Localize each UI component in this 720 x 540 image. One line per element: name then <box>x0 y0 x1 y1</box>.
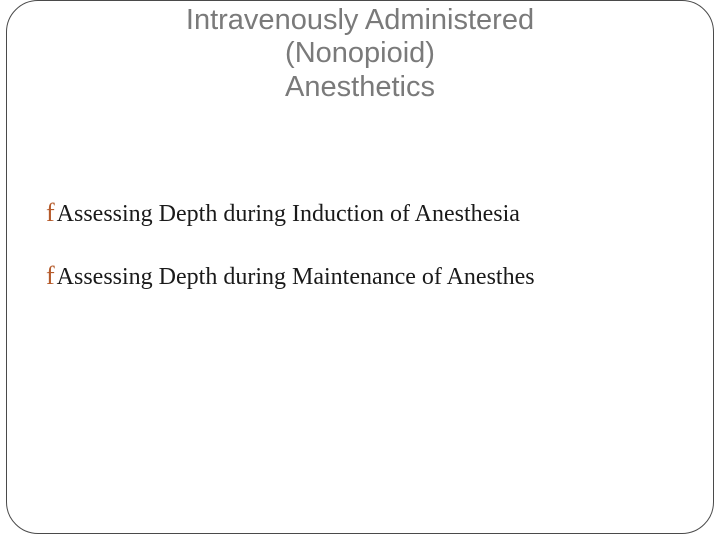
bullet-glyph-icon: f <box>46 263 55 289</box>
title-line-2: (Nonopioid) <box>0 37 720 70</box>
bullet-glyph-icon: f <box>46 200 55 226</box>
title-line-1: Intravenously Administered <box>0 4 720 37</box>
list-item: f Assessing Depth during Induction of An… <box>46 200 686 229</box>
title-line-3: Anesthetics <box>0 71 720 104</box>
list-item: f Assessing Depth during Maintenance of … <box>46 263 686 292</box>
bullet-list: f Assessing Depth during Induction of An… <box>46 200 686 325</box>
slide-title: Intravenously Administered (Nonopioid) A… <box>0 4 720 104</box>
bullet-text: Assessing Depth during Maintenance of An… <box>57 264 535 292</box>
bullet-text: Assessing Depth during Induction of Anes… <box>57 201 520 229</box>
